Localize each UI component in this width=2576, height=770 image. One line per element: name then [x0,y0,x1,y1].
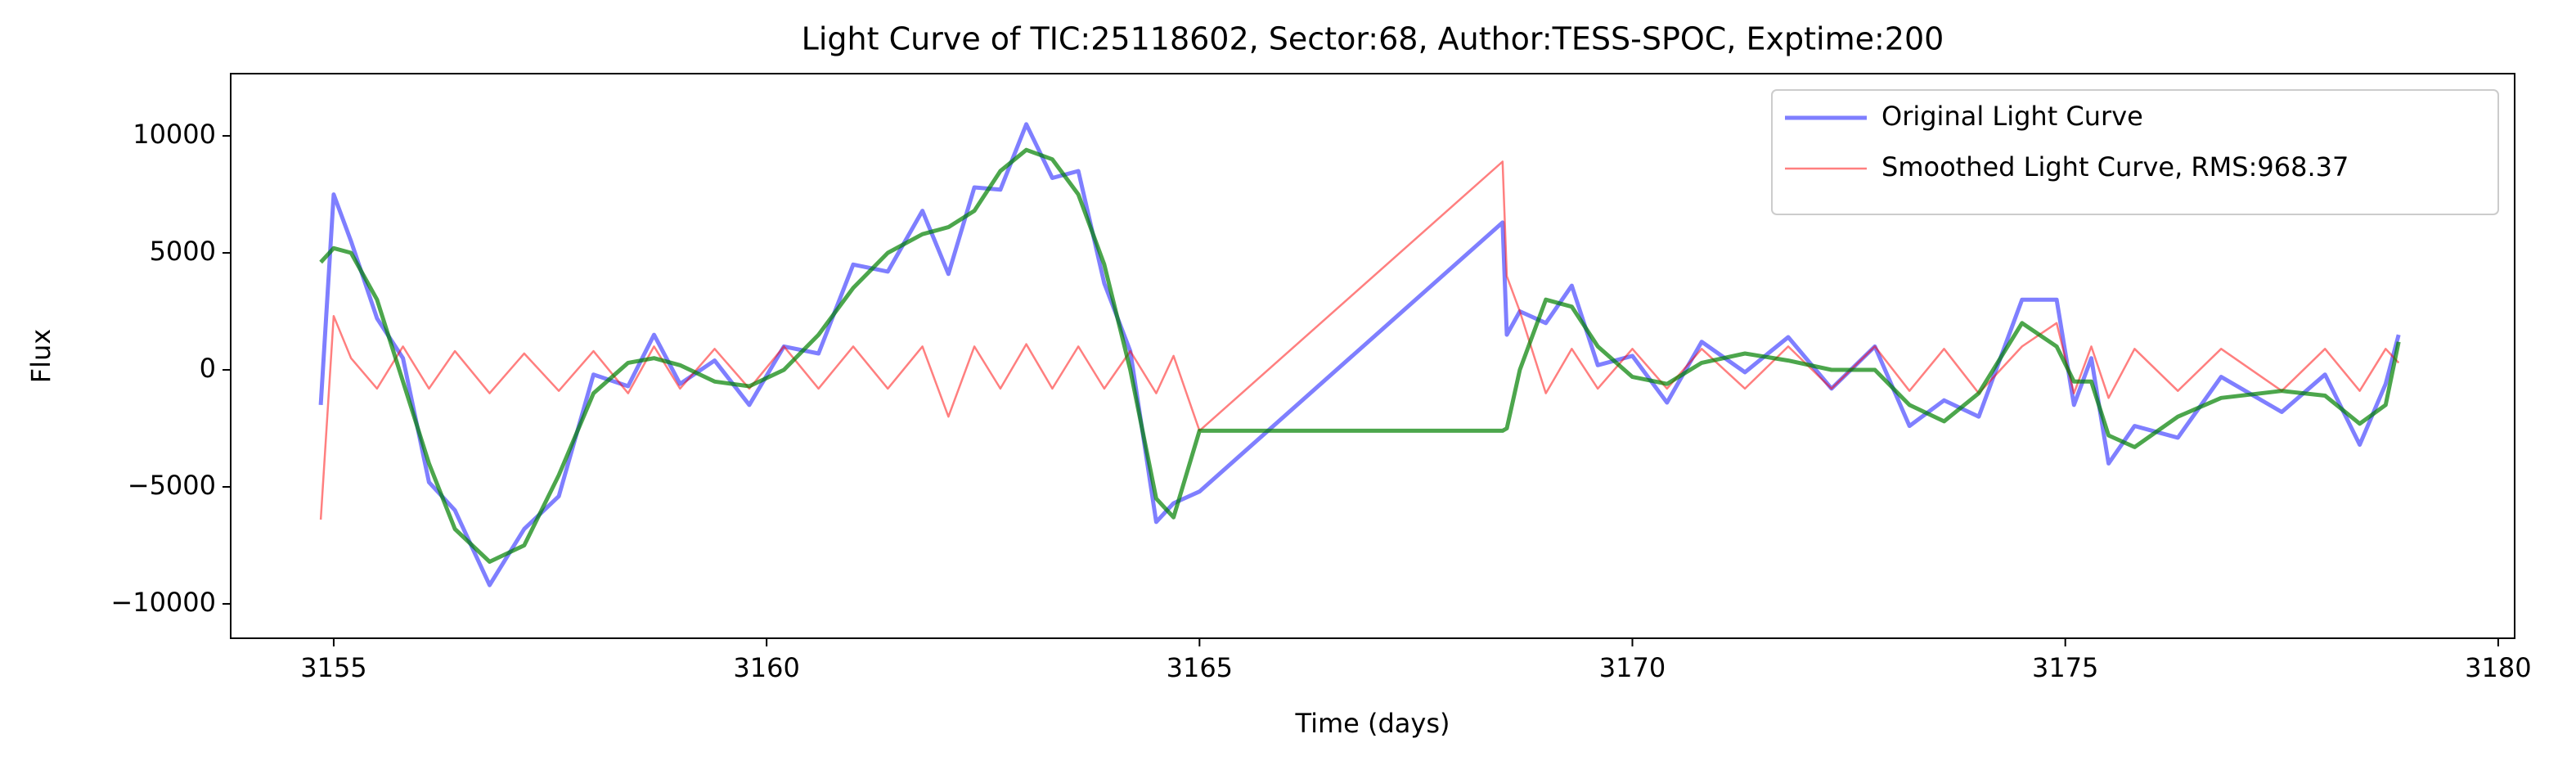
y-tick-label: 0 [200,353,216,384]
x-axis-label: Time (days) [1295,708,1450,739]
y-tick-label: 5000 [150,236,216,267]
series-line [319,147,2401,564]
series-line [319,160,2400,520]
series-line [318,122,2401,588]
y-tick-label: −5000 [128,470,216,501]
axes-frame [230,73,2515,639]
x-tick-label: 3175 [2032,652,2098,683]
chart-title: Light Curve of TIC:25118602, Sector:68, … [802,21,1944,57]
y-axis-label: Flux [25,329,56,384]
x-tick-label: 3165 [1167,652,1233,683]
legend-label: Original Light Curve [1881,101,2143,132]
y-tick-label: 10000 [133,119,216,150]
x-tick-label: 3180 [2465,652,2531,683]
legend-box [1771,89,2499,215]
x-tick-label: 3155 [300,652,366,683]
x-tick-label: 3170 [1599,652,1666,683]
plot-area [318,122,2401,588]
legend-label: Smoothed Light Curve, RMS:968.37 [1881,151,2349,182]
y-tick-label: −10000 [110,587,216,618]
x-tick-label: 3160 [733,652,799,683]
